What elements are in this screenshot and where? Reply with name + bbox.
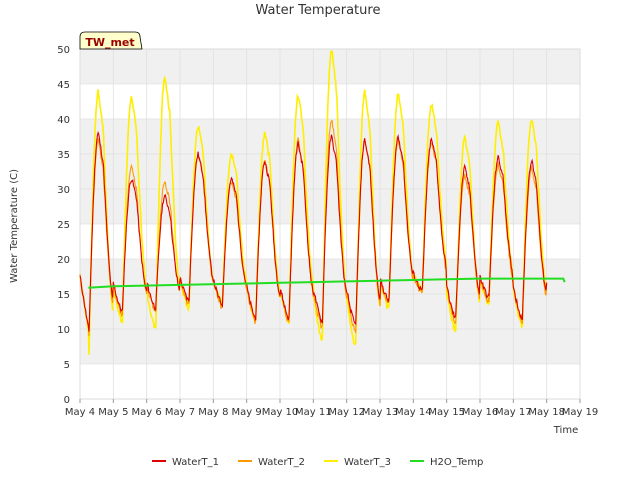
y-tick-label: 50 <box>57 45 70 56</box>
x-tick-label: May 17 <box>495 407 532 418</box>
y-tick-label: 5 <box>64 360 70 371</box>
badge-shape <box>79 31 143 50</box>
station-badge: TW_met <box>79 31 143 50</box>
plot-band <box>80 294 580 329</box>
y-axis-label: Water Temperature (C) <box>9 169 20 283</box>
series-H2O_Temp <box>88 277 566 289</box>
x-tick-label: May 19 <box>562 407 599 418</box>
grid <box>79 48 581 400</box>
x-tick-label: May 7 <box>165 407 195 418</box>
series-lines <box>79 50 566 355</box>
x-tick-label: May 4 <box>65 407 95 418</box>
y-tick-label: 40 <box>57 115 70 126</box>
x-axis: May 4 May 5 May 6 May 7 May 8 May 9 May 10May … <box>65 399 598 418</box>
y-tick-label: 15 <box>57 290 70 301</box>
plot-band <box>80 84 580 119</box>
y-tick-label: 10 <box>57 325 70 336</box>
x-tick-label: May 11 <box>295 407 332 418</box>
x-tick-label: May 9 <box>232 407 262 418</box>
plot-band <box>80 259 580 294</box>
y-tick-label: 20 <box>57 255 70 266</box>
x-tick-label: May 12 <box>328 407 365 418</box>
legend-label-WaterT_2: WaterT_2 <box>258 457 305 468</box>
plot-area <box>79 48 581 400</box>
series-WaterT_3 <box>79 50 547 355</box>
plot-band <box>80 224 580 259</box>
legend: WaterT_1 WaterT_2 WaterT_3 H2O_Temp <box>152 457 483 468</box>
x-tick-label: May 8 <box>198 407 228 418</box>
legend-label-WaterT_3: WaterT_3 <box>344 457 391 468</box>
y-tick-label: 35 <box>57 150 70 161</box>
x-tick-label: May 6 <box>132 407 162 418</box>
x-tick-label: May 10 <box>262 407 299 418</box>
series-WaterT_1 <box>79 130 548 332</box>
plot-band <box>80 329 580 364</box>
x-tick-label: May 13 <box>362 407 399 418</box>
y-tick-label: 0 <box>64 395 70 406</box>
y-axis: 0 5 10 15 20 25 30 35 40 45 50 <box>57 45 70 406</box>
x-tick-label: May 18 <box>528 407 565 418</box>
plot-band <box>80 364 580 399</box>
y-tick-label: 45 <box>57 80 70 91</box>
legend-label-WaterT_1: WaterT_1 <box>172 457 219 468</box>
y-tick-label: 25 <box>57 220 70 231</box>
chart-title: Water Temperature <box>256 3 381 18</box>
y-tick-label: 30 <box>57 185 70 196</box>
badge-label: TW_met <box>85 36 134 49</box>
x-axis-label: Time <box>553 425 578 436</box>
x-tick-label: May 5 <box>98 407 128 418</box>
x-tick-label: May 15 <box>428 407 465 418</box>
x-tick-label: May 16 <box>462 407 499 418</box>
legend-label-H2O_Temp: H2O_Temp <box>430 457 483 468</box>
plot-band <box>80 189 580 224</box>
x-tick-label: May 14 <box>395 407 432 418</box>
